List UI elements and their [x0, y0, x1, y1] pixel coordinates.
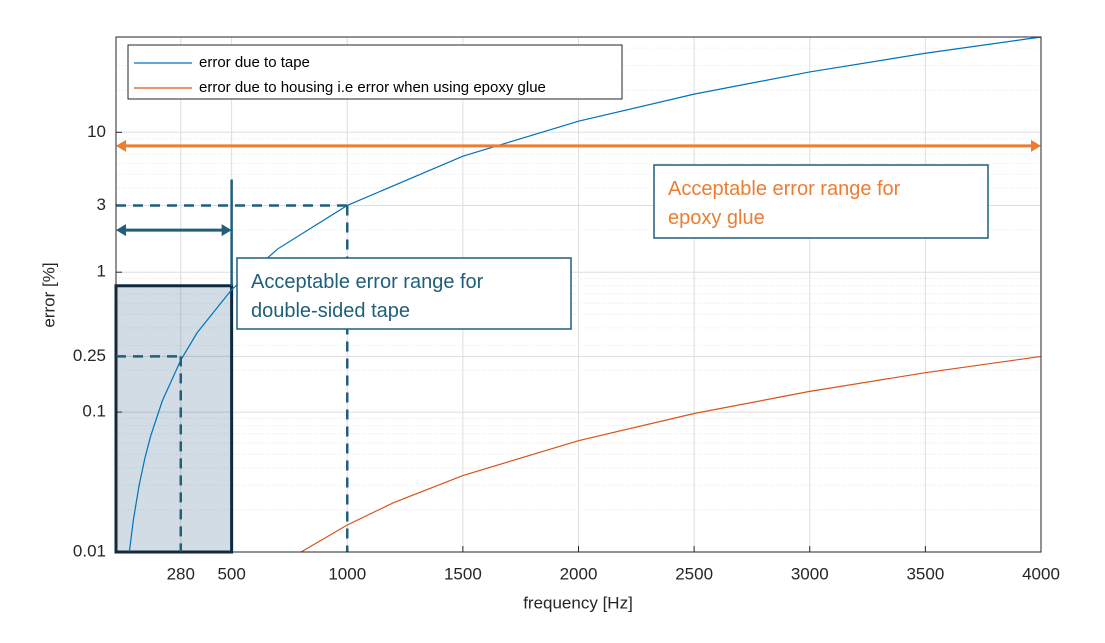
- x-tick-label: 3500: [906, 564, 944, 583]
- annotation-text: Acceptable error range for: [251, 271, 484, 293]
- y-tick-label: 0.1: [82, 402, 106, 421]
- data-line: [300, 355, 1042, 553]
- plot-frame: [115, 36, 1042, 553]
- x-tick-label: 4000: [1022, 564, 1060, 583]
- annotation-box: [653, 164, 989, 239]
- y-tick-label: 3: [97, 195, 106, 214]
- shaded-region: [114, 284, 234, 554]
- y-axis-label: error [%]: [39, 262, 58, 327]
- x-tick-label: 3000: [791, 564, 829, 583]
- annotation-text: double-sided tape: [251, 300, 410, 322]
- y-tick-label: 1: [97, 262, 106, 281]
- y-tick-label: 0.25: [73, 346, 106, 365]
- data-line: [128, 36, 1042, 552]
- y-tick-label: 0.01: [73, 541, 106, 560]
- x-tick-label: 500: [217, 564, 245, 583]
- x-tick-label: 280: [167, 564, 195, 583]
- legend-label: error due to housing i.e error when usin…: [199, 79, 546, 96]
- double-arrow: [116, 139, 1041, 152]
- annotation-text: epoxy glue: [668, 207, 765, 229]
- annotation-text: Acceptable error range for: [668, 178, 901, 200]
- x-tick-label: 2000: [560, 564, 598, 583]
- annotation-box: [236, 257, 572, 330]
- x-tick-label: 2500: [675, 564, 713, 583]
- legend-box: [127, 44, 623, 100]
- x-tick-label: 1000: [328, 564, 366, 583]
- legend-label: error due to tape: [199, 54, 310, 71]
- double-arrow: [116, 224, 232, 237]
- y-tick-label: 10: [87, 122, 106, 141]
- x-axis-label: frequency [Hz]: [523, 593, 633, 612]
- x-tick-label: 1500: [444, 564, 482, 583]
